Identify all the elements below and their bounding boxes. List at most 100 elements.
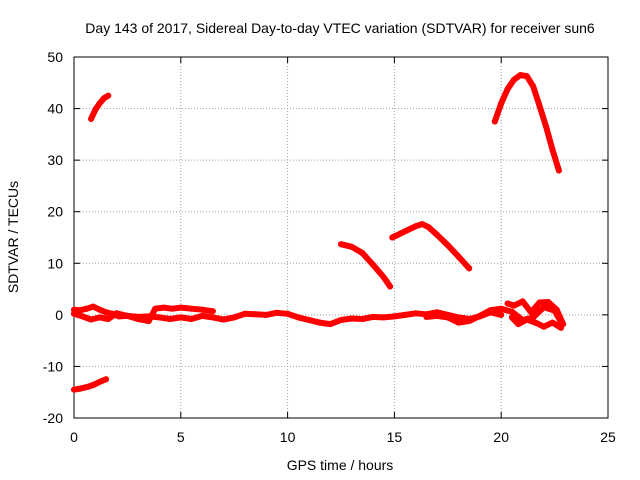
data-point xyxy=(498,100,505,107)
grid-lines xyxy=(74,57,608,418)
y-tick-label: 40 xyxy=(47,101,63,117)
data-series xyxy=(71,72,567,393)
data-point xyxy=(96,100,103,107)
y-tick-label: 20 xyxy=(47,204,63,220)
data-point xyxy=(77,385,84,392)
data-point xyxy=(96,378,103,385)
data-point xyxy=(498,311,505,318)
data-point xyxy=(359,250,366,256)
data-point xyxy=(558,324,564,331)
data-point xyxy=(389,234,396,241)
data-point xyxy=(553,306,560,313)
data-point xyxy=(455,253,462,260)
data-point xyxy=(156,314,163,321)
data-point xyxy=(370,261,376,268)
data-point xyxy=(444,314,451,321)
series-arc-mid-2 xyxy=(389,221,473,272)
data-point xyxy=(515,321,522,328)
data-point xyxy=(498,305,505,312)
data-point xyxy=(380,274,387,281)
data-point xyxy=(306,317,312,323)
series-arc-late-high xyxy=(491,72,562,174)
data-point xyxy=(528,309,535,316)
x-axis-label: GPS time / hours xyxy=(287,457,394,473)
data-point xyxy=(348,315,355,322)
data-point xyxy=(370,313,376,320)
data-point xyxy=(88,316,95,323)
data-point xyxy=(380,314,387,321)
data-point xyxy=(209,308,216,315)
data-point xyxy=(71,310,77,317)
y-tick-label: -10 xyxy=(43,358,63,374)
data-point xyxy=(231,314,238,321)
data-point xyxy=(167,316,174,322)
data-point xyxy=(88,115,95,122)
data-point xyxy=(419,221,426,228)
data-point xyxy=(96,306,103,313)
data-point xyxy=(103,309,109,316)
series-trace xyxy=(338,241,394,290)
series-arc-early-low xyxy=(71,376,109,393)
data-point xyxy=(113,310,120,317)
data-point xyxy=(284,310,291,317)
data-point xyxy=(476,312,483,319)
x-tick-label: 25 xyxy=(600,429,616,445)
data-point xyxy=(412,223,419,230)
data-point xyxy=(83,384,90,391)
data-point xyxy=(412,310,419,317)
axis-ticks xyxy=(73,56,609,419)
series-trace xyxy=(491,72,562,174)
data-point xyxy=(77,307,84,314)
y-tick-label: 10 xyxy=(47,255,63,271)
data-point xyxy=(90,303,97,310)
data-point xyxy=(519,298,526,305)
data-point xyxy=(71,386,77,393)
data-point xyxy=(423,313,430,320)
y-axis-label: SDTVAR / TECUs xyxy=(5,181,21,293)
data-point xyxy=(105,92,112,99)
data-point xyxy=(402,228,409,235)
data-point xyxy=(83,305,90,312)
data-point xyxy=(188,305,195,312)
data-point xyxy=(199,312,206,319)
data-point xyxy=(434,312,441,319)
data-point xyxy=(105,316,112,322)
data-point xyxy=(100,95,107,102)
data-point xyxy=(402,311,409,318)
data-point xyxy=(504,300,511,307)
data-point xyxy=(338,317,344,323)
plot-border xyxy=(73,56,609,419)
data-point xyxy=(338,241,344,248)
data-point xyxy=(549,146,556,153)
data-point xyxy=(532,319,539,326)
chart-title: Day 143 of 2017, Sidereal Day-to-day VTE… xyxy=(85,20,595,36)
data-point xyxy=(273,309,280,316)
data-point xyxy=(199,306,206,313)
data-point xyxy=(523,316,530,323)
series-baseline-4 xyxy=(504,298,567,328)
data-point xyxy=(316,319,323,326)
data-point xyxy=(540,304,547,311)
data-point xyxy=(466,265,473,272)
data-point xyxy=(536,299,543,306)
data-point xyxy=(348,243,355,250)
plot-frame xyxy=(73,56,609,419)
y-tick-label: 0 xyxy=(55,307,63,323)
data-point xyxy=(391,313,398,320)
data-point xyxy=(103,376,109,383)
data-point xyxy=(241,310,248,317)
data-point xyxy=(177,304,184,311)
data-point xyxy=(252,311,259,318)
data-point xyxy=(511,76,517,83)
data-point xyxy=(487,307,494,314)
data-point xyxy=(220,316,227,323)
data-point xyxy=(517,72,524,79)
data-point xyxy=(434,231,441,238)
data-point xyxy=(504,86,511,92)
data-point xyxy=(263,311,270,318)
series-baseline-2 xyxy=(71,304,216,324)
series-arc-early-high xyxy=(88,92,112,122)
data-point xyxy=(444,242,451,249)
